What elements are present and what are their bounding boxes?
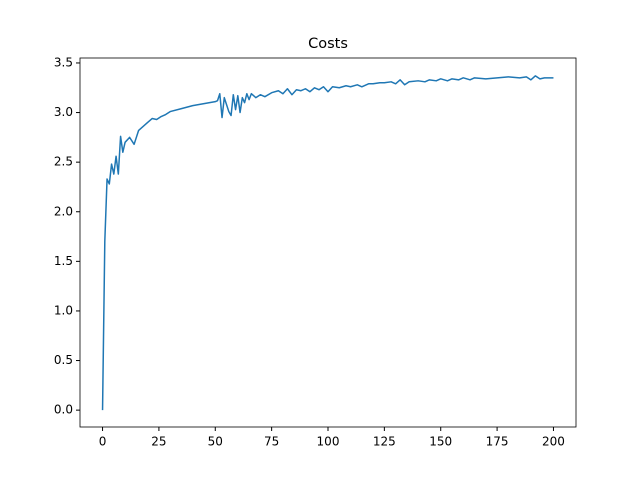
x-tick-label: 75 bbox=[264, 435, 279, 449]
y-tick-label: 3.5 bbox=[54, 55, 73, 69]
x-tick-label: 175 bbox=[486, 435, 509, 449]
y-tick-label: 0.5 bbox=[54, 353, 73, 367]
y-tick-label: 1.0 bbox=[54, 303, 73, 317]
chart-title: Costs bbox=[308, 36, 348, 52]
y-tick-label: 2.0 bbox=[54, 204, 73, 218]
x-tick-label: 100 bbox=[317, 435, 340, 449]
x-tick-label: 200 bbox=[542, 435, 565, 449]
y-tick-label: 1.5 bbox=[54, 254, 73, 268]
x-tick-label: 25 bbox=[151, 435, 166, 449]
y-tick-label: 2.5 bbox=[54, 155, 73, 169]
plot-frame bbox=[79, 57, 577, 428]
x-tick-label: 150 bbox=[429, 435, 452, 449]
line bbox=[101, 75, 554, 411]
y-tick-label: 0.0 bbox=[54, 403, 73, 417]
y-tick-label: 3.0 bbox=[54, 105, 73, 119]
x-tick-label: 125 bbox=[373, 435, 396, 449]
x-tick-label: 0 bbox=[99, 435, 107, 449]
x-tick-label: 50 bbox=[208, 435, 223, 449]
